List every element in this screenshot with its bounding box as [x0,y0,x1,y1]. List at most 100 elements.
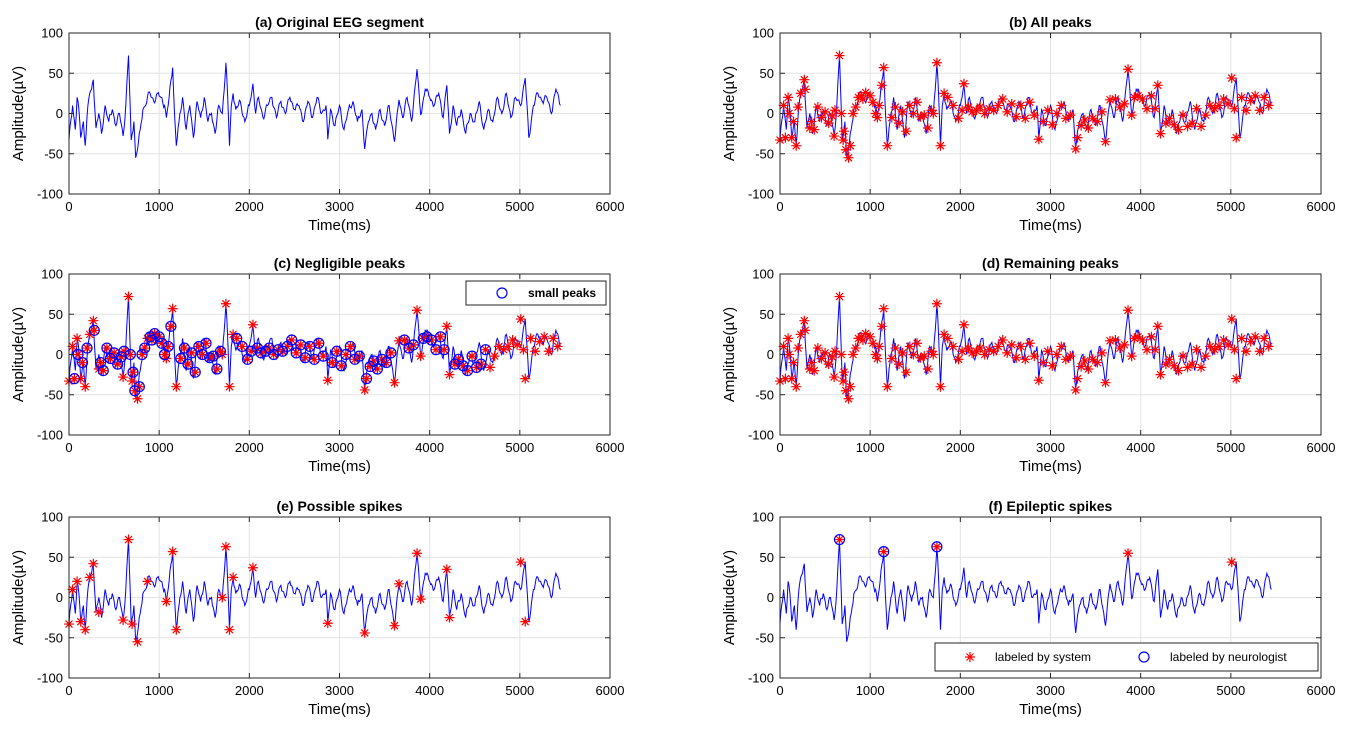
eeg-signal-line [68,539,561,642]
peak-marker [853,92,864,103]
peak-marker [515,557,526,568]
peak-marker [890,102,901,113]
peak-marker [848,349,859,360]
x-tick-label: 6000 [596,683,625,698]
peak-marker [1123,64,1134,75]
x-axis-label: Time(ms) [1019,701,1082,718]
peak-marker [1152,321,1163,332]
peak-marker [1245,336,1256,347]
peak-marker [786,132,797,143]
peak-marker [820,106,831,117]
x-tick-label: 6000 [1307,440,1336,455]
peak-marker [327,357,338,368]
peak-marker [1178,351,1189,362]
peak-marker [1083,122,1094,133]
peak-marker [1076,120,1087,131]
y-axis-label: Amplitude(µV) [10,550,27,645]
peak-marker [1015,100,1026,111]
peak-marker [1214,100,1225,111]
peak-marker [874,341,885,352]
x-tick-label: 4000 [1126,683,1155,698]
peak-marker [295,339,306,350]
x-tick-label: 1000 [145,683,174,698]
peak-marker [931,298,942,309]
peak-marker [1087,354,1098,365]
peak-marker [75,373,86,384]
peak-marker [534,336,545,347]
y-tick-label: 0 [767,590,774,605]
y-axis-label: Amplitude(µV) [721,66,738,161]
x-tick-label: 0 [65,683,72,698]
peak-marker [215,346,226,357]
chart-panel-c: 0 1000 2000 3000 4000 5000 6000 -100 -50 0 50 100 (c… [10,255,624,475]
peak-marker [444,369,455,380]
peak-marker [806,357,817,368]
peak-marker [816,353,827,364]
peak-marker [1164,113,1175,124]
circle-marker [127,366,139,378]
peak-marker [101,343,112,354]
peak-marker [116,351,127,362]
peak-marker [1123,548,1134,559]
peak-marker [197,349,208,360]
peak-marker [1169,360,1180,371]
peak-marker [441,321,452,332]
y-tick-label: -100 [37,187,63,202]
peak-marker [1223,98,1234,109]
peak-marker [784,349,795,360]
peak-marker [1259,333,1270,344]
peak-marker [1137,94,1148,105]
peak-marker [1002,106,1013,117]
circle-marker [344,340,356,353]
peak-marker [175,353,186,364]
circle-marker [833,533,846,546]
circle-marker [214,345,227,357]
peak-marker [928,108,939,119]
peak-marker [503,341,514,352]
y-axis-label: Amplitude(µV) [721,307,738,402]
peak-marker [399,335,410,346]
peak-marker [1205,341,1216,352]
peak-marker [1110,335,1121,346]
peak-marker [830,105,841,116]
peak-marker [171,624,182,635]
peak-marker [836,108,847,119]
peak-marker [1129,92,1140,103]
circle-marker [112,358,124,370]
circle-marker [211,363,223,375]
x-tick-label: 2000 [946,683,975,698]
peak-marker [860,87,871,98]
eeg-signal-line [68,55,561,158]
peak-marker [123,534,134,545]
peak-marker [834,50,845,61]
peak-marker [1169,119,1180,130]
peak-marker [1191,344,1202,355]
peak-marker [1096,347,1107,358]
peak-marker [132,636,143,647]
peak-marker [1218,94,1229,105]
peak-marker [156,338,167,349]
peak-marker [838,135,849,146]
peak-marker [340,349,351,360]
peak-marker [793,102,804,113]
circle-marker [76,356,89,369]
peak-marker [928,349,939,360]
peak-marker [878,62,889,73]
peak-marker [939,88,950,99]
peak-marker [190,367,201,378]
peak-marker [394,578,405,589]
peak-marker [988,105,999,116]
circle-marker [124,348,136,361]
circle-marker [156,337,168,349]
peak-marker [89,325,100,336]
legend-asterisk-marker [965,652,975,662]
chart-title: (a) Original EEG segment [255,14,424,30]
x-tick-label: 0 [65,199,72,214]
peak-marker [82,343,93,354]
peak-marker [882,381,893,392]
peak-marker [282,341,293,352]
peak-marker [1173,365,1184,376]
peak-marker [444,612,455,623]
peak-marker [1020,354,1031,365]
peak-marker [132,393,143,404]
